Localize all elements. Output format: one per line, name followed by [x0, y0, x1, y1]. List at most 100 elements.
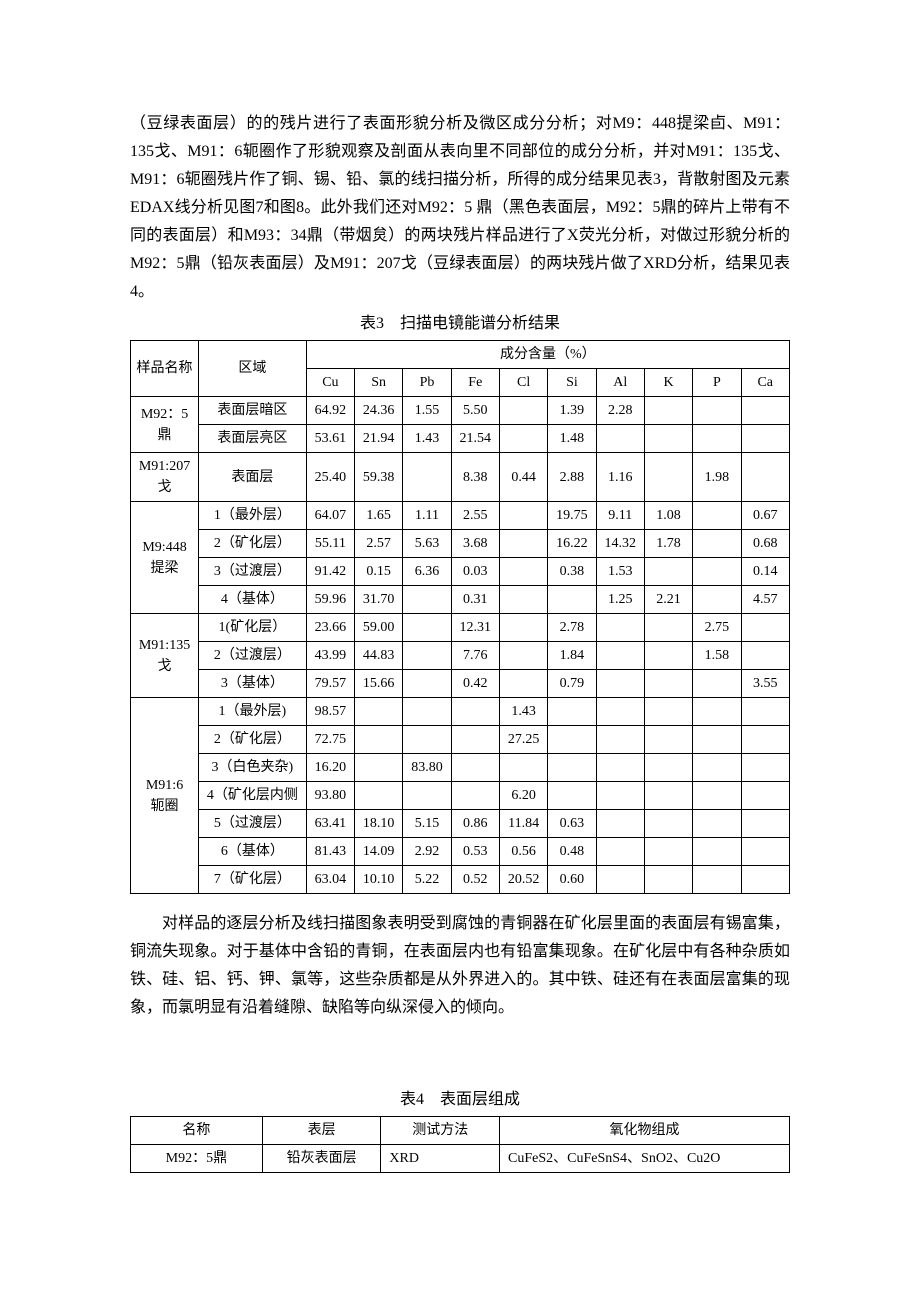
table3-row: 2（过渡层）43.9944.837.761.841.58 — [131, 642, 790, 670]
table3-row: 2（矿化层）55.112.575.633.6816.2214.321.780.6… — [131, 530, 790, 558]
value-cell — [451, 782, 499, 810]
value-cell: 44.83 — [355, 642, 403, 670]
value-cell — [499, 642, 547, 670]
region-name: 7（矿化层） — [199, 866, 307, 894]
value-cell — [596, 425, 644, 453]
value-cell: 0.31 — [451, 586, 499, 614]
region-name: 5（过渡层） — [199, 810, 307, 838]
value-cell: 1.08 — [644, 502, 692, 530]
value-cell: 1.84 — [548, 642, 596, 670]
table3-row: 表面层亮区53.6121.941.4321.541.48 — [131, 425, 790, 453]
table3-row: 7（矿化层）63.0410.105.220.5220.520.60 — [131, 866, 790, 894]
value-cell — [741, 453, 789, 502]
value-cell: 20.52 — [499, 866, 547, 894]
value-cell — [403, 670, 451, 698]
table3-row: 4（矿化层内侧93.806.20 — [131, 782, 790, 810]
value-cell: 3.55 — [741, 670, 789, 698]
value-cell: 24.36 — [355, 397, 403, 425]
value-cell — [741, 614, 789, 642]
value-cell: 14.09 — [355, 838, 403, 866]
value-cell: 1.16 — [596, 453, 644, 502]
value-cell — [693, 397, 741, 425]
value-cell: 1.78 — [644, 530, 692, 558]
value-cell — [596, 810, 644, 838]
value-cell: 0.03 — [451, 558, 499, 586]
col-fe: Fe — [451, 369, 499, 397]
value-cell: 5.22 — [403, 866, 451, 894]
col-sn: Sn — [355, 369, 403, 397]
value-cell — [403, 782, 451, 810]
hdr-region: 区域 — [199, 341, 307, 397]
value-cell — [548, 782, 596, 810]
value-cell — [596, 754, 644, 782]
value-cell: 12.31 — [451, 614, 499, 642]
value-cell: 9.11 — [596, 502, 644, 530]
value-cell — [693, 558, 741, 586]
value-cell — [693, 425, 741, 453]
table3-header-row1: 样品名称 区域 成分含量（%） — [131, 341, 790, 369]
table3-title: 表3 扫描电镜能谱分析结果 — [130, 310, 790, 338]
intro-paragraph: （豆绿表面层）的的残片进行了表面形貌分析及微区成分分析；对M9：448提梁卣、M… — [130, 110, 790, 306]
t4-method: XRD — [381, 1145, 500, 1173]
col-k: K — [644, 369, 692, 397]
value-cell — [644, 614, 692, 642]
value-cell — [451, 698, 499, 726]
t4-oxide: CuFeS2、CuFeSnS4、SnO2、Cu2O — [500, 1145, 790, 1173]
value-cell: 0.52 — [451, 866, 499, 894]
value-cell: 27.25 — [499, 726, 547, 754]
value-cell — [499, 614, 547, 642]
value-cell: 43.99 — [306, 642, 354, 670]
region-name: 6（基体） — [199, 838, 307, 866]
region-name: 1(矿化层） — [199, 614, 307, 642]
value-cell: 0.38 — [548, 558, 596, 586]
hdr-comp: 成分含量（%） — [306, 341, 789, 369]
value-cell — [403, 726, 451, 754]
value-cell — [644, 642, 692, 670]
value-cell: 0.86 — [451, 810, 499, 838]
col-al: Al — [596, 369, 644, 397]
table4-row: M92：5鼎 铅灰表面层 XRD CuFeS2、CuFeSnS4、SnO2、Cu… — [131, 1145, 790, 1173]
region-name: 2（矿化层） — [199, 530, 307, 558]
value-cell — [741, 726, 789, 754]
value-cell: 59.00 — [355, 614, 403, 642]
value-cell: 0.48 — [548, 838, 596, 866]
region-name: 2（矿化层） — [199, 726, 307, 754]
value-cell — [548, 726, 596, 754]
value-cell: 1.65 — [355, 502, 403, 530]
value-cell — [499, 502, 547, 530]
value-cell: 53.61 — [306, 425, 354, 453]
value-cell: 1.43 — [403, 425, 451, 453]
value-cell: 5.15 — [403, 810, 451, 838]
value-cell: 1.98 — [693, 453, 741, 502]
value-cell — [741, 425, 789, 453]
value-cell — [355, 726, 403, 754]
sample-name: M91:6轭圈 — [131, 698, 199, 894]
value-cell: 16.22 — [548, 530, 596, 558]
value-cell: 6.36 — [403, 558, 451, 586]
value-cell: 1.39 — [548, 397, 596, 425]
hdr-sample: 样品名称 — [131, 341, 199, 397]
value-cell: 23.66 — [306, 614, 354, 642]
value-cell — [499, 670, 547, 698]
value-cell: 79.57 — [306, 670, 354, 698]
value-cell: 0.14 — [741, 558, 789, 586]
table4-header: 名称 表层 测试方法 氧化物组成 — [131, 1117, 790, 1145]
region-name: 表面层 — [199, 453, 307, 502]
value-cell — [644, 866, 692, 894]
table3-row: 3（基体）79.5715.660.420.793.55 — [131, 670, 790, 698]
value-cell: 21.54 — [451, 425, 499, 453]
value-cell — [596, 726, 644, 754]
value-cell: 1.25 — [596, 586, 644, 614]
value-cell: 64.92 — [306, 397, 354, 425]
value-cell: 1.48 — [548, 425, 596, 453]
value-cell — [499, 397, 547, 425]
value-cell: 63.04 — [306, 866, 354, 894]
value-cell — [403, 453, 451, 502]
region-name: 4（基体） — [199, 586, 307, 614]
value-cell: 10.10 — [355, 866, 403, 894]
t4-h-name: 名称 — [131, 1117, 263, 1145]
value-cell: 2.55 — [451, 502, 499, 530]
table3-row: 4（基体）59.9631.700.311.252.214.57 — [131, 586, 790, 614]
table3-row: 3（白色夹杂)16.2083.80 — [131, 754, 790, 782]
value-cell: 21.94 — [355, 425, 403, 453]
